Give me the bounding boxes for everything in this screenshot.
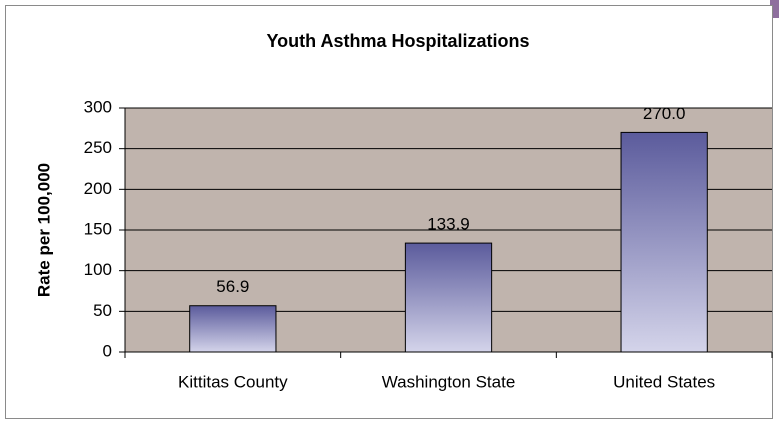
- y-tick-label: 250: [84, 138, 112, 157]
- x-tick-label: Kittitas County: [178, 372, 288, 391]
- y-tick-label: 150: [84, 219, 112, 238]
- y-tick-label: 200: [84, 179, 112, 198]
- x-tick-label: United States: [613, 372, 715, 391]
- y-tick-label: 50: [93, 301, 112, 320]
- value-label: 133.9: [427, 215, 470, 234]
- y-tick-label: 300: [84, 97, 112, 116]
- corner-decoration: [770, 0, 779, 18]
- bar: [189, 305, 277, 353]
- value-label: 56.9: [216, 277, 249, 296]
- bar: [620, 131, 708, 353]
- chart-title: Youth Asthma Hospitalizations: [266, 31, 529, 51]
- value-label: 270.0: [643, 104, 686, 123]
- x-tick-label: Washington State: [382, 372, 516, 391]
- bar: [404, 242, 493, 353]
- y-tick-label: 100: [84, 260, 112, 279]
- y-tick-label: 0: [103, 341, 112, 360]
- y-axis-label: Rate per 100,000: [34, 163, 53, 297]
